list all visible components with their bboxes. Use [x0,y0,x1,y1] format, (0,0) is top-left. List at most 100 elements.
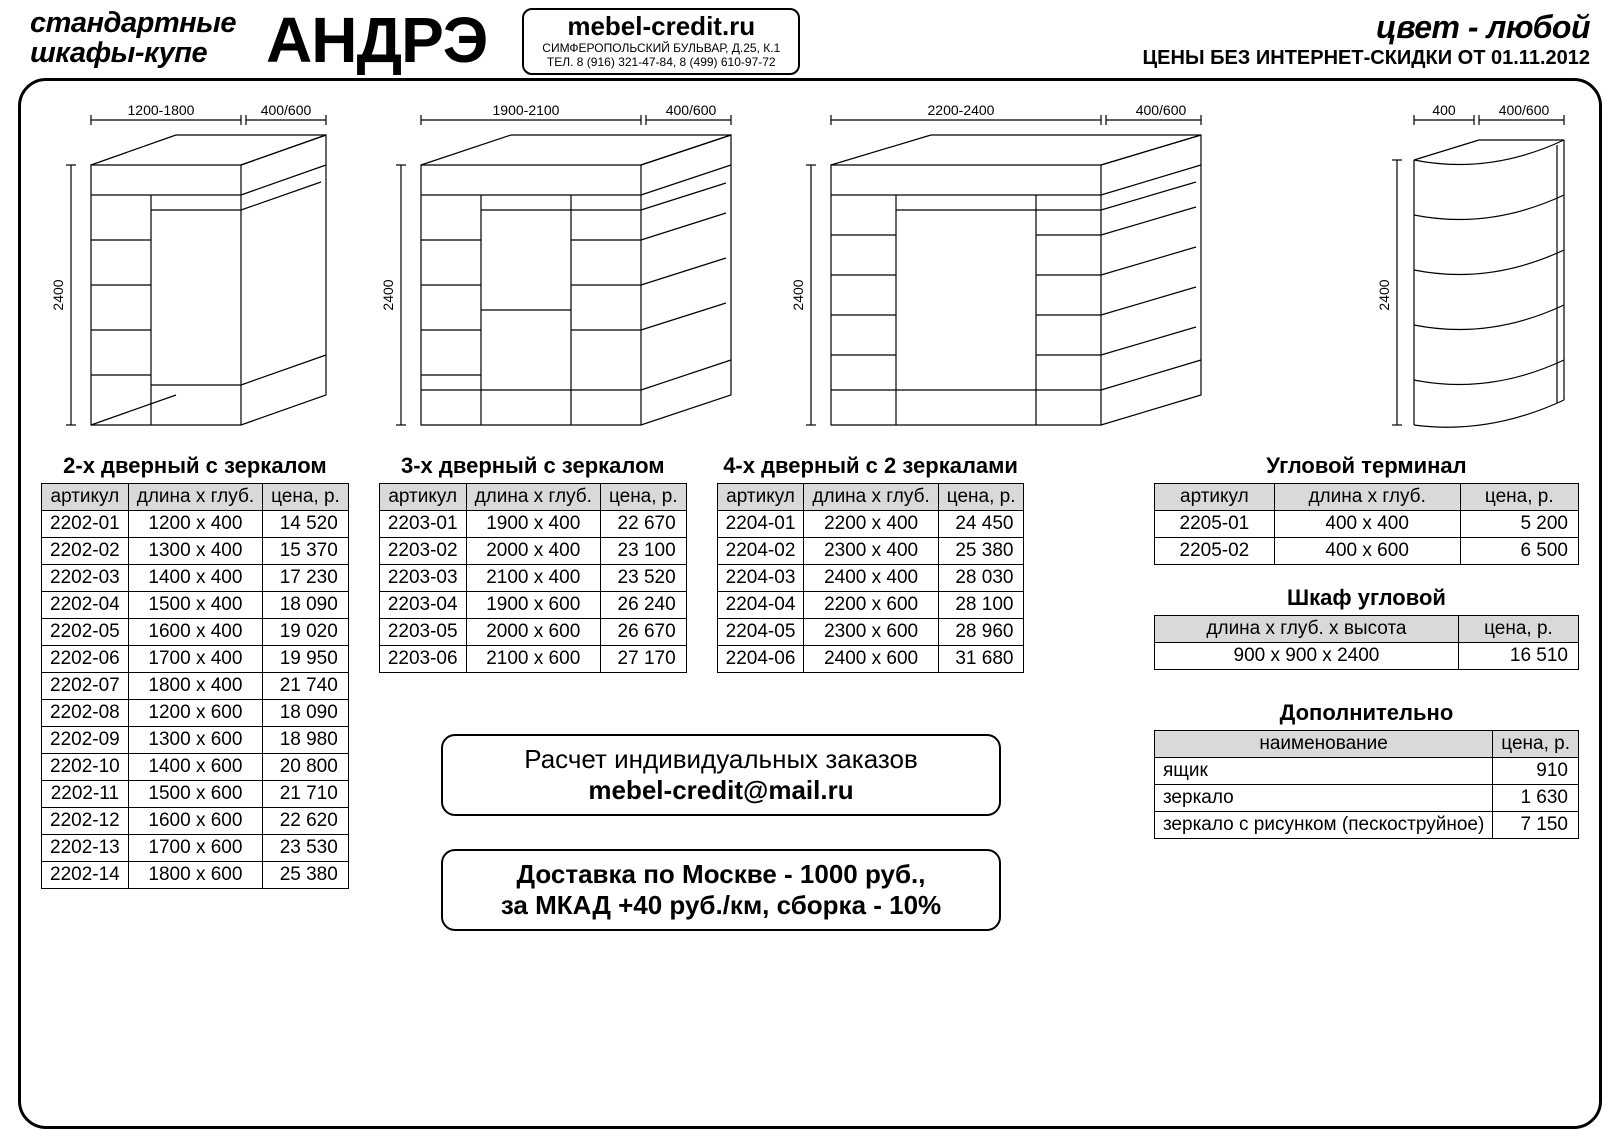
svg-text:2400: 2400 [790,279,806,310]
cell-price: 24 450 [938,511,1024,538]
table-row: 2202-131700 х 60023 530 [42,835,349,862]
cell-price: 27 170 [600,646,686,673]
cell-size: 400 х 600 [1274,538,1460,565]
cell-size: 2400 х 400 [804,565,938,592]
cell-price: 22 670 [600,511,686,538]
table-row: 2203-032100 х 40023 520 [379,565,686,592]
cell-price: 23 100 [600,538,686,565]
content-grid: 2-х дверный с зеркалом артикулдлина х гл… [41,447,1579,889]
col-right: Угловой терминал артикулдлина х глуб.цен… [1154,447,1579,889]
cell-size: 1900 х 400 [466,511,600,538]
table-row: 2202-071800 х 40021 740 [42,673,349,700]
cell-art: 2203-04 [379,592,466,619]
cell-price: 20 800 [263,754,349,781]
table-row: 2203-062100 х 60027 170 [379,646,686,673]
tbody-2door: 2202-011200 х 40014 5202202-021300 х 400… [42,511,349,889]
cell-size: 1900 х 600 [466,592,600,619]
header: стандартные шкафы-купе АНДРЭ mebel-credi… [0,0,1620,79]
table-row: 2204-042200 х 60028 100 [717,592,1024,619]
site-badge: mebel-credit.ru СИМФЕРОПОЛЬСКИЙ БУЛЬВАР,… [522,8,800,75]
cell-price: 5 200 [1460,511,1578,538]
cell-art: 2203-05 [379,619,466,646]
cell-size: 1600 х 400 [128,619,262,646]
table-row: 2204-012200 х 40024 450 [717,511,1024,538]
svg-text:400/600: 400/600 [261,102,312,118]
table-row: 2202-031400 х 40017 230 [42,565,349,592]
brand-name: АНДРЭ [266,8,487,72]
table-row: 2202-061700 х 40019 950 [42,646,349,673]
svg-text:2200-2400: 2200-2400 [928,102,995,118]
table-row: 2204-032400 х 40028 030 [717,565,1024,592]
cell-price: 28 100 [938,592,1024,619]
cell-size: 1600 х 600 [128,808,262,835]
cell-price: 19 020 [263,619,349,646]
cell-art: 2204-02 [717,538,804,565]
svg-text:400/600: 400/600 [1136,102,1187,118]
cell-size: 1300 х 600 [128,727,262,754]
cell-price: 17 230 [263,565,349,592]
box-custom-order: Расчет индивидуальных заказов mebel-cred… [441,734,1001,816]
table-row: 2204-052300 х 60028 960 [717,619,1024,646]
site-phone: ТЕЛ. 8 (916) 321-47-84, 8 (499) 610-97-7… [542,56,780,70]
drawing-3door: 1900-2100 400/600 2400 [371,95,751,445]
table-row: 2203-041900 х 60026 240 [379,592,686,619]
cell-price: 18 090 [263,700,349,727]
cell-left: зеркало с рисунком (пескоструйное) [1154,812,1492,839]
cell-art: 2202-09 [42,727,129,754]
cell-size: 2300 х 600 [804,619,938,646]
table-row: 2202-051600 х 40019 020 [42,619,349,646]
cell-price: 25 380 [263,862,349,889]
svg-text:400: 400 [1432,102,1456,118]
svg-text:2400: 2400 [380,279,396,310]
table-row: 2204-022300 х 40025 380 [717,538,1024,565]
table-row: 2202-111500 х 60021 710 [42,781,349,808]
cell-size: 2000 х 600 [466,619,600,646]
cell-size: 1800 х 600 [128,862,262,889]
table-row: 2202-091300 х 60018 980 [42,727,349,754]
cell-price: 25 380 [938,538,1024,565]
cell-price: 26 240 [600,592,686,619]
title-corner: Угловой терминал [1154,453,1579,479]
cell-art: 2202-12 [42,808,129,835]
cell-size: 1400 х 600 [128,754,262,781]
table-row: 2204-062400 х 60031 680 [717,646,1024,673]
cell-price: 910 [1493,758,1579,785]
cell-price: 31 680 [938,646,1024,673]
cell-size: 2300 х 400 [804,538,938,565]
svg-text:400/600: 400/600 [666,102,717,118]
cell-size: 1700 х 600 [128,835,262,862]
cell-price: 18 090 [263,592,349,619]
cell-size: 2200 х 400 [804,511,938,538]
cell-size: 1400 х 400 [128,565,262,592]
tbody-4door: 2204-012200 х 40024 4502204-022300 х 400… [717,511,1024,673]
drawing-4door: 2200-2400 400/600 2400 [781,95,1221,445]
cell-art: 2204-04 [717,592,804,619]
tbody-corner: 2205-01400 х 4005 2002205-02400 х 6006 5… [1154,511,1578,565]
subtitle-line2: шкафы-купе [30,38,236,68]
cell-price: 1 630 [1493,785,1579,812]
cell-art: 2202-03 [42,565,129,592]
cell-art: 2202-11 [42,781,129,808]
table-row: 2202-011200 х 40014 520 [42,511,349,538]
title-corner-wardrobe: Шкаф угловой [1154,585,1579,611]
cell-art: 2205-01 [1154,511,1274,538]
cell-size: 400 х 400 [1274,511,1460,538]
cell-art: 2203-02 [379,538,466,565]
cell-art: 2202-01 [42,511,129,538]
cell-art: 2202-07 [42,673,129,700]
cell-price: 21 710 [263,781,349,808]
cell-left: 900 х 900 х 2400 [1154,643,1458,670]
svg-text:1200-1800: 1200-1800 [128,102,195,118]
table-row: зеркало с рисунком (пескоструйное)7 150 [1154,812,1578,839]
cell-art: 2204-03 [717,565,804,592]
cell-price: 7 150 [1493,812,1579,839]
title-2door: 2-х дверный с зеркалом [41,453,349,479]
svg-text:400/600: 400/600 [1499,102,1550,118]
tbody-extras: ящик910зеркало1 630зеркало с рисунком (п… [1154,758,1578,839]
cell-art: 2204-01 [717,511,804,538]
cell-size: 2000 х 400 [466,538,600,565]
cell-price: 23 530 [263,835,349,862]
cell-art: 2205-02 [1154,538,1274,565]
table-2door: артикулдлина х глуб.цена, р. 2202-011200… [41,483,349,889]
color-any-text: цвет - любой [1143,8,1590,46]
